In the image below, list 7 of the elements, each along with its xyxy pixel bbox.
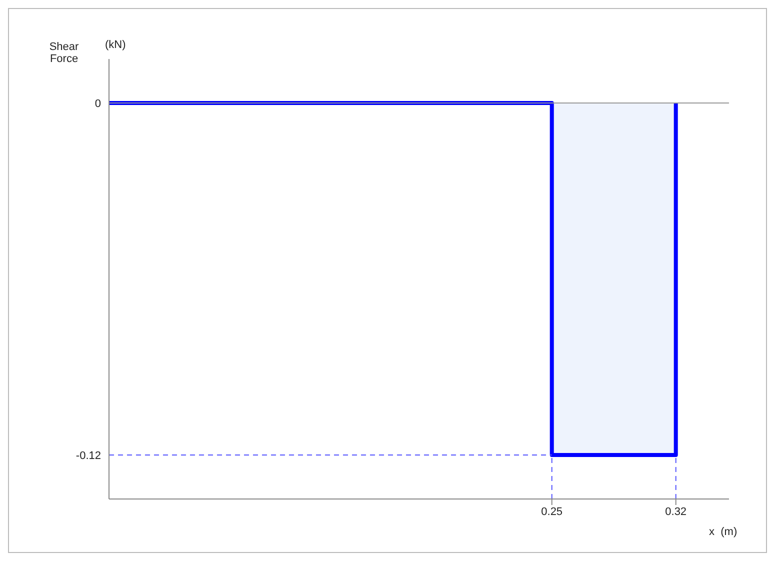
x-tick-label: 0.32 (665, 506, 687, 518)
text: (kN) (105, 39, 126, 51)
y-axis-title: Shear Force (48, 41, 80, 65)
x-tick-label: 0.25 (541, 506, 563, 518)
y-tick-label: 0 (94, 98, 101, 110)
y-tick-label: -0.12 (76, 450, 101, 462)
x-axis-title: x (m) (709, 526, 738, 538)
